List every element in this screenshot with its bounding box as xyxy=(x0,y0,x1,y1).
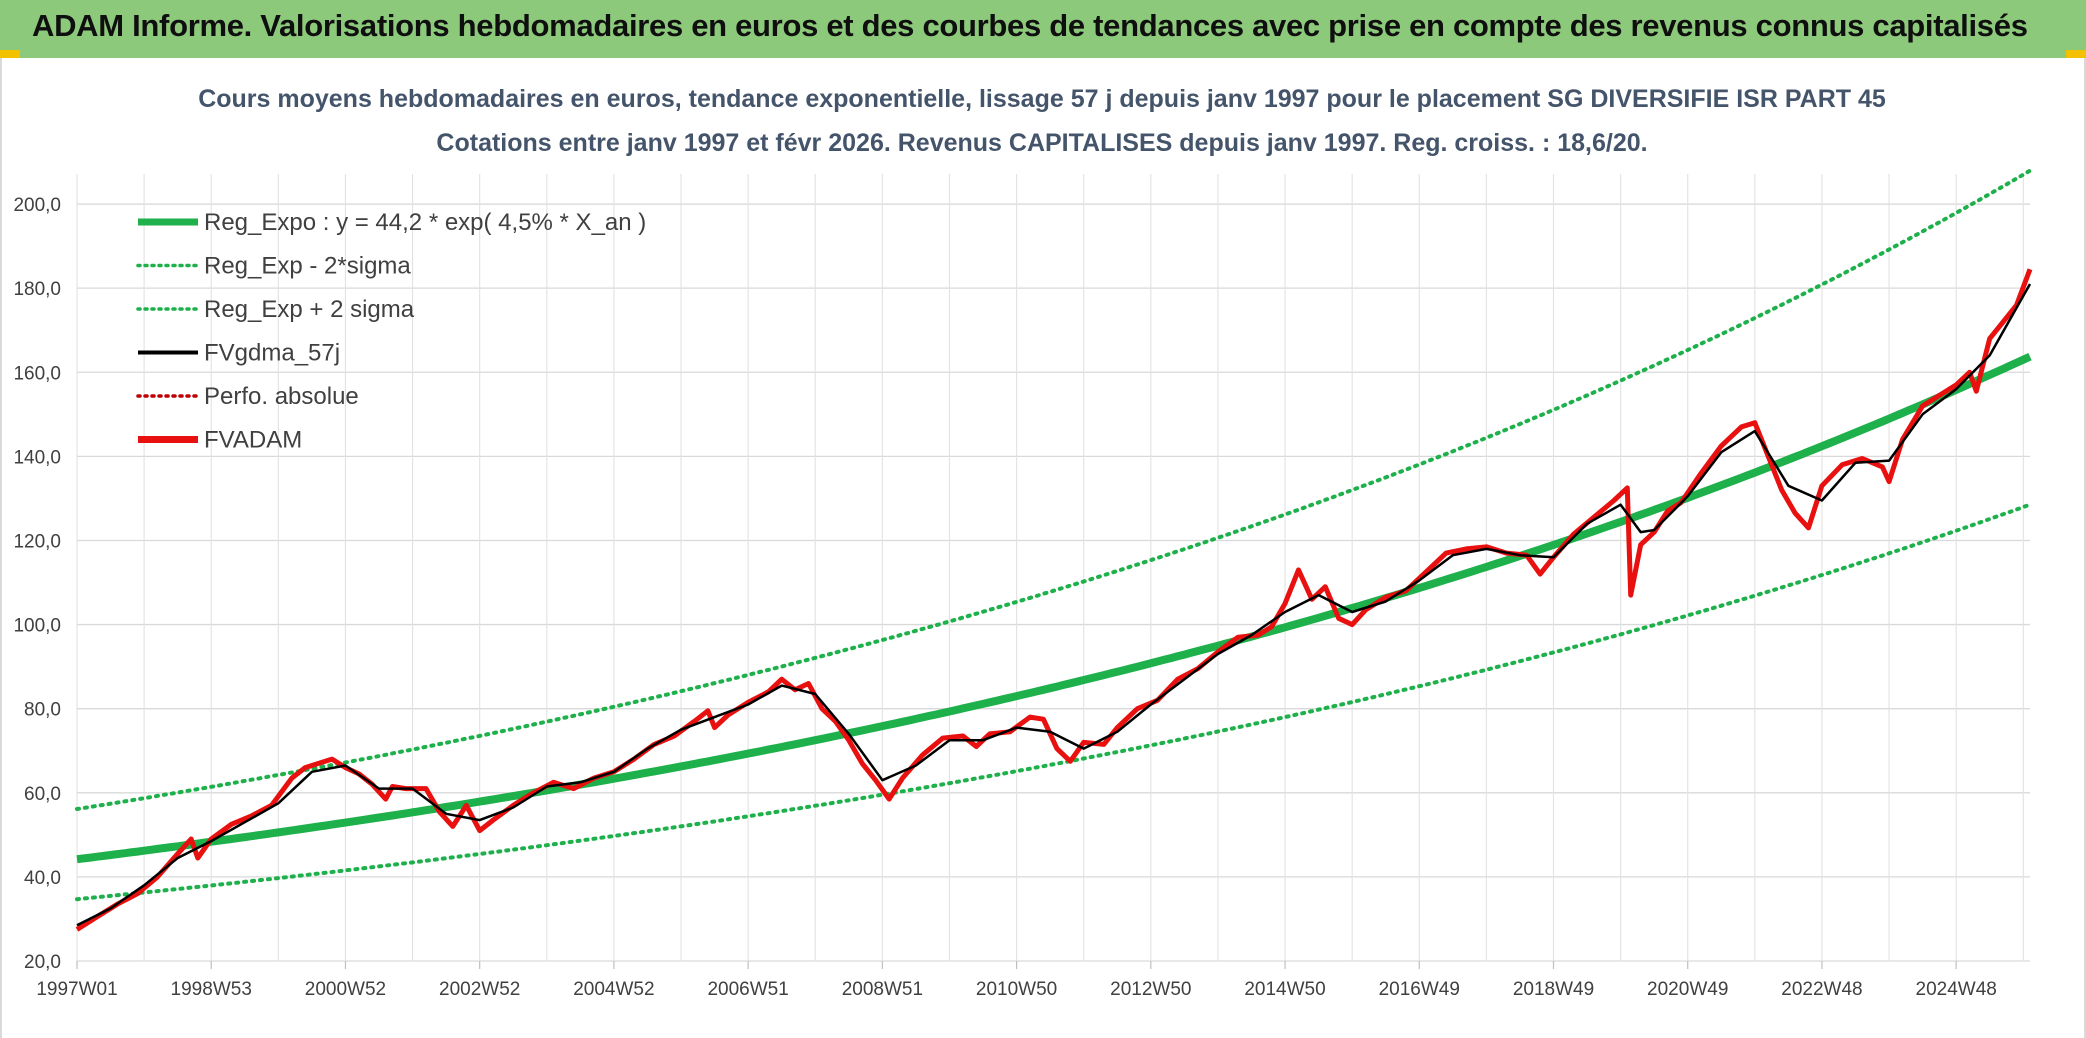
legend: Reg_Expo : y = 44,2 * exp( 4,5% * X_an )… xyxy=(136,209,646,454)
x-tick-label: 2002W52 xyxy=(439,979,520,1000)
legend-label-reg_expo: Reg_Expo : y = 44,2 * exp( 4,5% * X_an ) xyxy=(204,209,646,236)
x-tick-label: 2022W48 xyxy=(1781,979,1862,1000)
y-tick-label: 60,0 xyxy=(24,784,61,805)
chart-title: Cours moyens hebdomadaires en euros, ten… xyxy=(198,85,1886,113)
x-tick-label: 2006W51 xyxy=(707,979,788,1000)
x-tick-label: 2014W50 xyxy=(1244,979,1325,1000)
x-tick-label: 2024W48 xyxy=(1916,979,1997,1000)
y-tick-label: 80,0 xyxy=(24,700,61,721)
legend-label-reg_minus: Reg_Exp - 2*sigma xyxy=(204,253,411,280)
y-tick-label: 40,0 xyxy=(24,868,61,889)
x-tick-label: 2016W49 xyxy=(1379,979,1460,1000)
legend-label-fvgdma: FVgdma_57j xyxy=(204,340,340,367)
header-accent-right xyxy=(2066,50,2086,58)
trend-chart: 20,0 40,0 60,0 80,0 100,0 120,0 140,0 160,0 180,… xyxy=(13,85,2033,1000)
legend-label-perfo: Perfo. absolue xyxy=(204,383,359,410)
y-axis-labels: 20,0 40,0 60,0 80,0 100,0 120,0 140,0 160,0 180,… xyxy=(13,195,61,973)
chart-subtitle: Cotations entre janv 1997 et févr 2026. … xyxy=(436,129,1647,157)
fvgdma-57j-line xyxy=(76,283,2032,927)
x-tick-label: 2004W52 xyxy=(573,979,654,1000)
x-tick-label: 1998W53 xyxy=(171,979,252,1000)
y-tick-label: 200,0 xyxy=(13,195,61,216)
fvadam-line xyxy=(75,268,2033,932)
x-tick-label: 2008W51 xyxy=(842,979,923,1000)
y-tick-label: 120,0 xyxy=(13,531,61,552)
legend-label-reg_plus: Reg_Exp + 2 sigma xyxy=(204,296,415,323)
x-tick-label: 2018W49 xyxy=(1513,979,1594,1000)
y-tick-label: 180,0 xyxy=(13,279,61,300)
legend-label-fvadam: FVADAM xyxy=(204,427,302,454)
header-accent-left xyxy=(0,50,20,58)
x-tick-label: 2010W50 xyxy=(976,979,1057,1000)
y-tick-label: 160,0 xyxy=(13,363,61,384)
reg-plus-2sigma-line xyxy=(75,168,2032,811)
y-tick-label: 100,0 xyxy=(13,616,61,637)
x-axis-labels: 1997W01 1998W53 2000W52 2002W52 2004W52 2006W… xyxy=(36,979,1997,1000)
reg-minus-2sigma-line xyxy=(75,502,2032,902)
report-title: ADAM Informe. Valorisations hebdomadaire… xyxy=(32,8,2028,43)
report-header: ADAM Informe. Valorisations hebdomadaire… xyxy=(0,0,2086,58)
x-tick-label: 2012W50 xyxy=(1110,979,1191,1000)
grid xyxy=(76,174,2030,969)
x-tick-label: 2020W49 xyxy=(1647,979,1728,1000)
series-lines xyxy=(75,168,2033,932)
x-tick-label: 1997W01 xyxy=(36,979,117,1000)
y-tick-label: 20,0 xyxy=(24,952,61,973)
chart-area: 20,0 40,0 60,0 80,0 100,0 120,0 140,0 160,0 180,… xyxy=(0,58,2086,1038)
x-tick-label: 2000W52 xyxy=(305,979,386,1000)
y-tick-label: 140,0 xyxy=(13,447,61,468)
reg-expo-line xyxy=(76,352,2032,864)
